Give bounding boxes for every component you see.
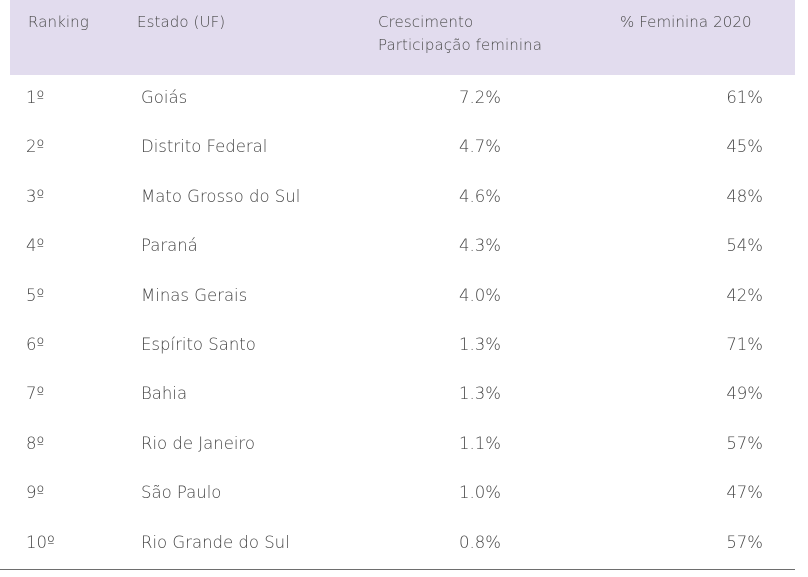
rank-cell: 1º bbox=[26, 88, 45, 107]
state-cell: Rio de Janeiro bbox=[141, 433, 255, 453]
header-female-2020: % Feminina 2020 bbox=[620, 13, 752, 31]
rank-cell: 7º bbox=[26, 384, 45, 404]
state-cell: Rio Grande do Sul bbox=[141, 532, 290, 552]
rank-cell: 4º bbox=[26, 236, 45, 256]
state-cell: Goiás bbox=[141, 88, 188, 107]
state-cell: Minas Gerais bbox=[141, 285, 248, 305]
female-cell: 54% bbox=[726, 236, 763, 256]
ranking-table: Ranking Estado (UF) Crescimento Particip… bbox=[0, 0, 795, 570]
growth-cell: 1.3% bbox=[459, 384, 501, 404]
female-cell: 57% bbox=[726, 532, 763, 552]
table-header: Ranking Estado (UF) Crescimento Particip… bbox=[10, 0, 795, 75]
table-row: 3º Mato Grosso do Sul 4.6% 48% bbox=[0, 174, 795, 223]
table-row: 9º São Paulo 1.0% 47% bbox=[0, 470, 795, 519]
growth-cell: 1.3% bbox=[459, 334, 501, 354]
growth-cell: 4.3% bbox=[459, 236, 501, 256]
female-cell: 49% bbox=[726, 384, 763, 404]
table-row: 5º Minas Gerais 4.0% 42% bbox=[0, 273, 795, 322]
state-cell: Mato Grosso do Sul bbox=[141, 186, 301, 206]
growth-cell: 1.0% bbox=[459, 483, 501, 503]
rank-cell: 3º bbox=[26, 186, 45, 206]
female-cell: 45% bbox=[726, 137, 763, 157]
rank-cell: 8º bbox=[26, 433, 45, 453]
header-state: Estado (UF) bbox=[137, 13, 226, 31]
table-row: 4º Paraná 4.3% 54% bbox=[0, 223, 795, 272]
rank-cell: 5º bbox=[26, 285, 45, 305]
table-body: 1º Goiás 7.2% 61% 2º Distrito Federal 4.… bbox=[0, 75, 795, 569]
table-row: 2º Distrito Federal 4.7% 45% bbox=[0, 124, 795, 173]
state-cell: São Paulo bbox=[141, 483, 222, 503]
growth-cell: 4.6% bbox=[459, 186, 501, 206]
header-growth-line2: Participação feminina bbox=[378, 36, 543, 54]
table-row: 8º Rio de Janeiro 1.1% 57% bbox=[0, 421, 795, 470]
female-cell: 71% bbox=[726, 334, 763, 354]
growth-cell: 7.2% bbox=[459, 88, 501, 107]
female-cell: 57% bbox=[726, 433, 763, 453]
header-growth: Crescimento Participação feminina bbox=[378, 11, 542, 57]
header-growth-line1: Crescimento bbox=[378, 13, 474, 31]
table-row: 10º Rio Grande do Sul 0.8% 57% bbox=[0, 520, 795, 569]
rank-cell: 6º bbox=[26, 334, 45, 354]
rank-cell: 10º bbox=[26, 532, 55, 552]
rank-cell: 9º bbox=[26, 483, 45, 503]
growth-cell: 4.0% bbox=[459, 285, 501, 305]
table-row: 7º Bahia 1.3% 49% bbox=[0, 371, 795, 420]
growth-cell: 0.8% bbox=[459, 532, 501, 552]
growth-cell: 1.1% bbox=[459, 433, 501, 453]
female-cell: 48% bbox=[726, 186, 763, 206]
female-cell: 47% bbox=[726, 483, 763, 503]
state-cell: Espírito Santo bbox=[141, 334, 256, 354]
growth-cell: 4.7% bbox=[459, 137, 501, 157]
state-cell: Bahia bbox=[141, 384, 188, 404]
state-cell: Paraná bbox=[141, 236, 198, 256]
header-ranking: Ranking bbox=[28, 13, 89, 31]
female-cell: 61% bbox=[726, 88, 763, 107]
table-row: 6º Espírito Santo 1.3% 71% bbox=[0, 322, 795, 371]
female-cell: 42% bbox=[726, 285, 763, 305]
state-cell: Distrito Federal bbox=[141, 137, 268, 157]
rank-cell: 2º bbox=[26, 137, 45, 157]
table-row: 1º Goiás 7.2% 61% bbox=[0, 75, 795, 124]
